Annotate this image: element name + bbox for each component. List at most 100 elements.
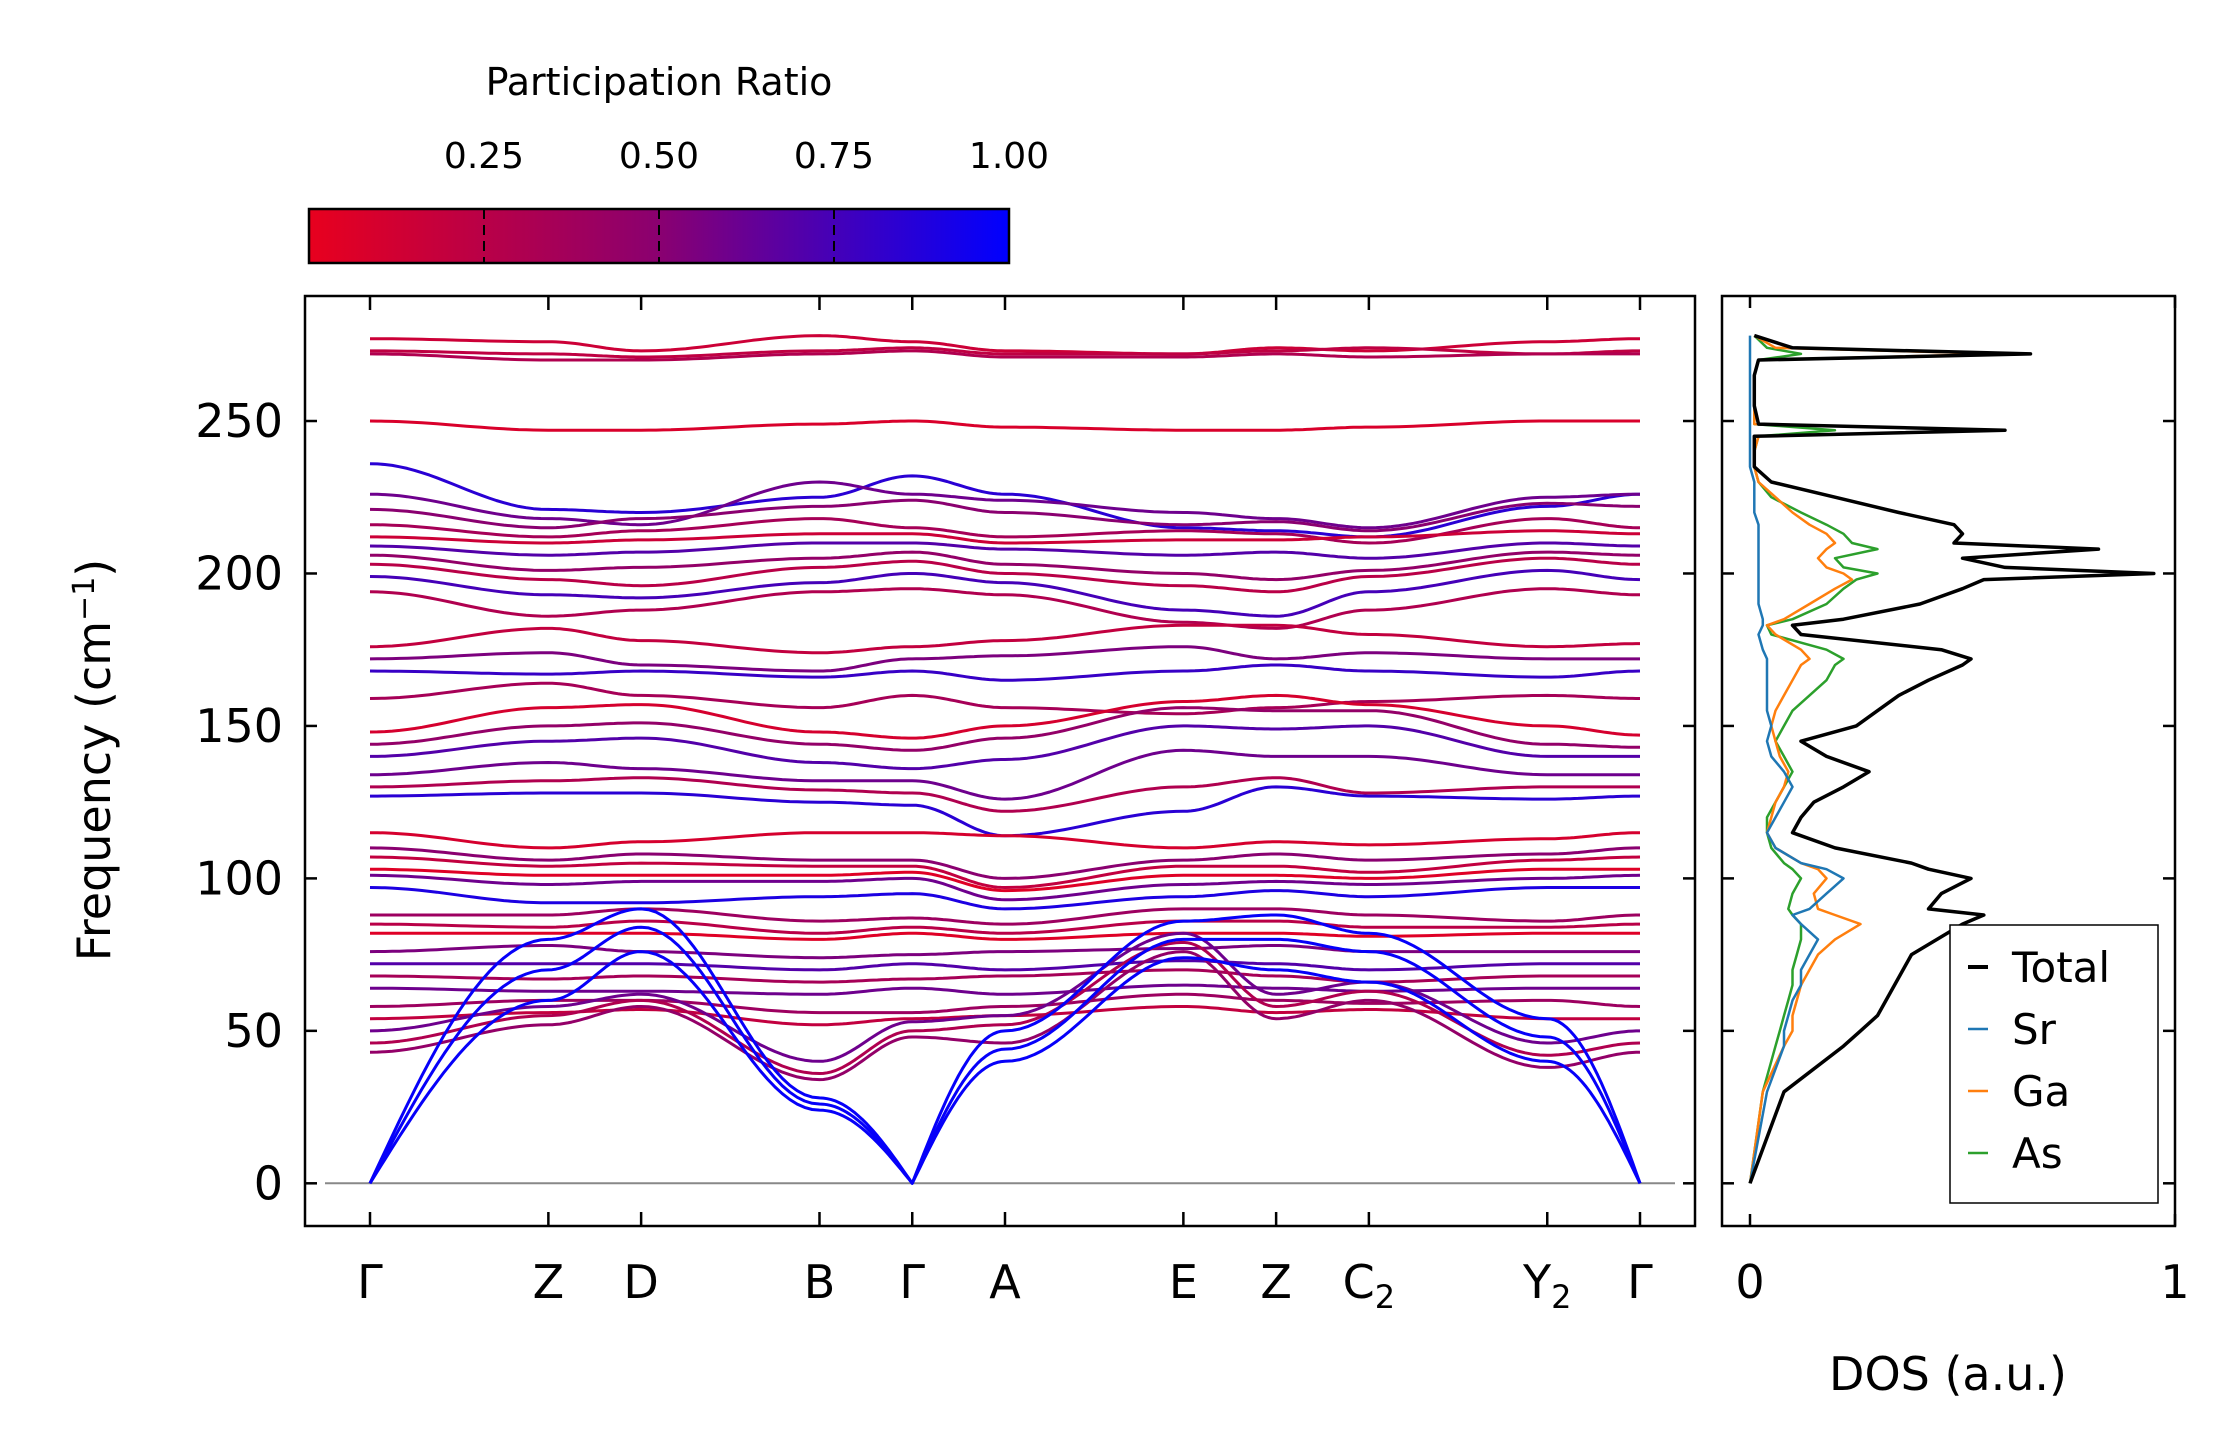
phonon-band-acoustic bbox=[368, 925, 1642, 1185]
high-symmetry-letter: Z bbox=[533, 1255, 565, 1309]
legend-label: Sr bbox=[2012, 1005, 2057, 1054]
high-symmetry-label: Y2 bbox=[1522, 1255, 1571, 1316]
high-symmetry-label: B bbox=[804, 1255, 836, 1309]
high-symmetry-letter: Γ bbox=[899, 1255, 925, 1309]
phonon-band-acoustic bbox=[368, 907, 1642, 1185]
phonon-band bbox=[370, 776, 1640, 813]
high-symmetry-label: Γ bbox=[899, 1255, 925, 1309]
phonon-band bbox=[369, 349, 1640, 362]
dos-x-axis-label: DOS (a.u.) bbox=[1829, 1347, 2067, 1401]
y-axis-label: Frequency (cm−1) bbox=[67, 559, 121, 962]
high-symmetry-letter: B bbox=[804, 1255, 836, 1309]
y-axis-ticks: 0 50 100 150 200 250 bbox=[195, 394, 1695, 1210]
phonon-band bbox=[370, 529, 1640, 545]
phonon-band bbox=[370, 748, 1640, 801]
colorbar-title: Participation Ratio bbox=[486, 60, 833, 104]
phonon-band bbox=[369, 681, 1640, 716]
phonon-band bbox=[369, 498, 1640, 533]
phonon-band bbox=[370, 907, 1640, 926]
phonon-band-acoustic bbox=[368, 950, 1642, 1185]
phonon-band bbox=[370, 550, 1640, 582]
phonon-bands bbox=[325, 334, 1675, 1185]
high-symmetry-letter: Γ bbox=[1627, 1255, 1653, 1309]
legend-label: Ga bbox=[2012, 1067, 2070, 1116]
phonon-band bbox=[369, 480, 1640, 530]
phonon-band bbox=[369, 419, 1640, 432]
phonon-band bbox=[369, 645, 1640, 673]
high-symmetry-label: Z bbox=[1260, 1255, 1292, 1309]
phonon-band-low-optical bbox=[369, 940, 1641, 1075]
phonon-band-low-optical bbox=[369, 931, 1640, 1063]
high-symmetry-label: Z bbox=[533, 1255, 565, 1309]
y-tick-label: 0 bbox=[254, 1156, 283, 1210]
dos-curve-sr bbox=[1748, 335, 1845, 1184]
colorbar-tick-label: 0.75 bbox=[794, 136, 874, 177]
high-symmetry-letter: Y bbox=[1522, 1255, 1552, 1309]
phonon-band bbox=[369, 462, 1640, 539]
high-symmetry-label: Γ bbox=[1627, 1255, 1653, 1309]
high-symmetry-letter: C bbox=[1343, 1255, 1375, 1309]
phonon-band bbox=[369, 556, 1640, 594]
colorbar-tick-label: 0.50 bbox=[619, 136, 699, 177]
high-symmetry-label: Γ bbox=[357, 1255, 383, 1309]
high-symmetry-letter: D bbox=[623, 1255, 658, 1309]
high-symmetry-label: E bbox=[1169, 1255, 1198, 1309]
high-symmetry-letter: Z bbox=[1260, 1255, 1292, 1309]
phonon-band-low-optical bbox=[369, 950, 1641, 1082]
y-axis-label-superscript: −1 bbox=[67, 577, 102, 621]
high-symmetry-letter: E bbox=[1169, 1255, 1198, 1309]
phonon-band bbox=[369, 541, 1640, 560]
high-symmetry-subscript: 2 bbox=[1375, 1278, 1395, 1316]
high-symmetry-label: D bbox=[623, 1255, 658, 1309]
y-tick-label: 150 bbox=[195, 699, 283, 753]
y-tick-label: 200 bbox=[195, 546, 283, 600]
dos-x-tick-label: 1 bbox=[2160, 1255, 2189, 1309]
phonon-band bbox=[370, 724, 1640, 771]
legend-label: Total bbox=[2011, 943, 2110, 992]
phonon-band bbox=[369, 693, 1641, 740]
phonon-band bbox=[369, 886, 1640, 911]
phonon-band bbox=[369, 855, 1641, 889]
phonon-band bbox=[370, 831, 1640, 850]
dispersion-frame bbox=[303, 294, 1697, 1228]
colorbar: Participation Ratio 0.25 0.50 0.75 1.00 bbox=[307, 60, 1049, 265]
phonon-band bbox=[370, 931, 1640, 941]
phonon-band bbox=[369, 568, 1641, 618]
phonon-band bbox=[370, 968, 1640, 984]
colorbar-ticks: 0.25 0.50 0.75 1.00 bbox=[444, 136, 1049, 263]
dos-curve-as bbox=[1748, 334, 1879, 1184]
phonon-band bbox=[369, 944, 1640, 960]
dos-x-tick-label: 0 bbox=[1735, 1255, 1764, 1309]
phonon-band bbox=[369, 623, 1640, 655]
phonon-band bbox=[369, 867, 1640, 893]
high-symmetry-label: A bbox=[989, 1255, 1021, 1309]
high-symmetry-letter: Γ bbox=[357, 1255, 383, 1309]
dos-legend: Total Sr Ga As bbox=[1949, 924, 2159, 1204]
phonon-band bbox=[369, 873, 1641, 902]
colorbar-tick-label: 0.25 bbox=[444, 136, 524, 177]
phonon-band bbox=[370, 983, 1640, 996]
dos-frame bbox=[1720, 294, 2177, 1228]
x-axis-ticks: Γ Z D B Γ A E Z C2 Y2 Γ bbox=[357, 296, 1653, 1316]
dos-y-ticks bbox=[1722, 419, 2175, 1185]
phonon-band bbox=[369, 587, 1640, 630]
high-symmetry-letter: A bbox=[989, 1255, 1021, 1309]
high-symmetry-label: C2 bbox=[1343, 1255, 1395, 1316]
phonon-band bbox=[369, 663, 1641, 682]
phonon-band bbox=[370, 706, 1640, 752]
y-tick-label: 250 bbox=[195, 394, 283, 448]
high-symmetry-subscript: 2 bbox=[1551, 1278, 1571, 1316]
y-tick-label: 100 bbox=[195, 851, 283, 905]
phonon-band bbox=[370, 919, 1640, 935]
phonon-band bbox=[370, 346, 1640, 359]
legend-label: As bbox=[2012, 1129, 2063, 1178]
y-tick-label: 50 bbox=[224, 1004, 283, 1058]
legend-box bbox=[1949, 924, 2159, 1204]
y-axis-label-main: Frequency (cm bbox=[67, 621, 121, 961]
colorbar-tick-label: 1.00 bbox=[969, 136, 1049, 177]
phonon-band bbox=[370, 517, 1640, 545]
